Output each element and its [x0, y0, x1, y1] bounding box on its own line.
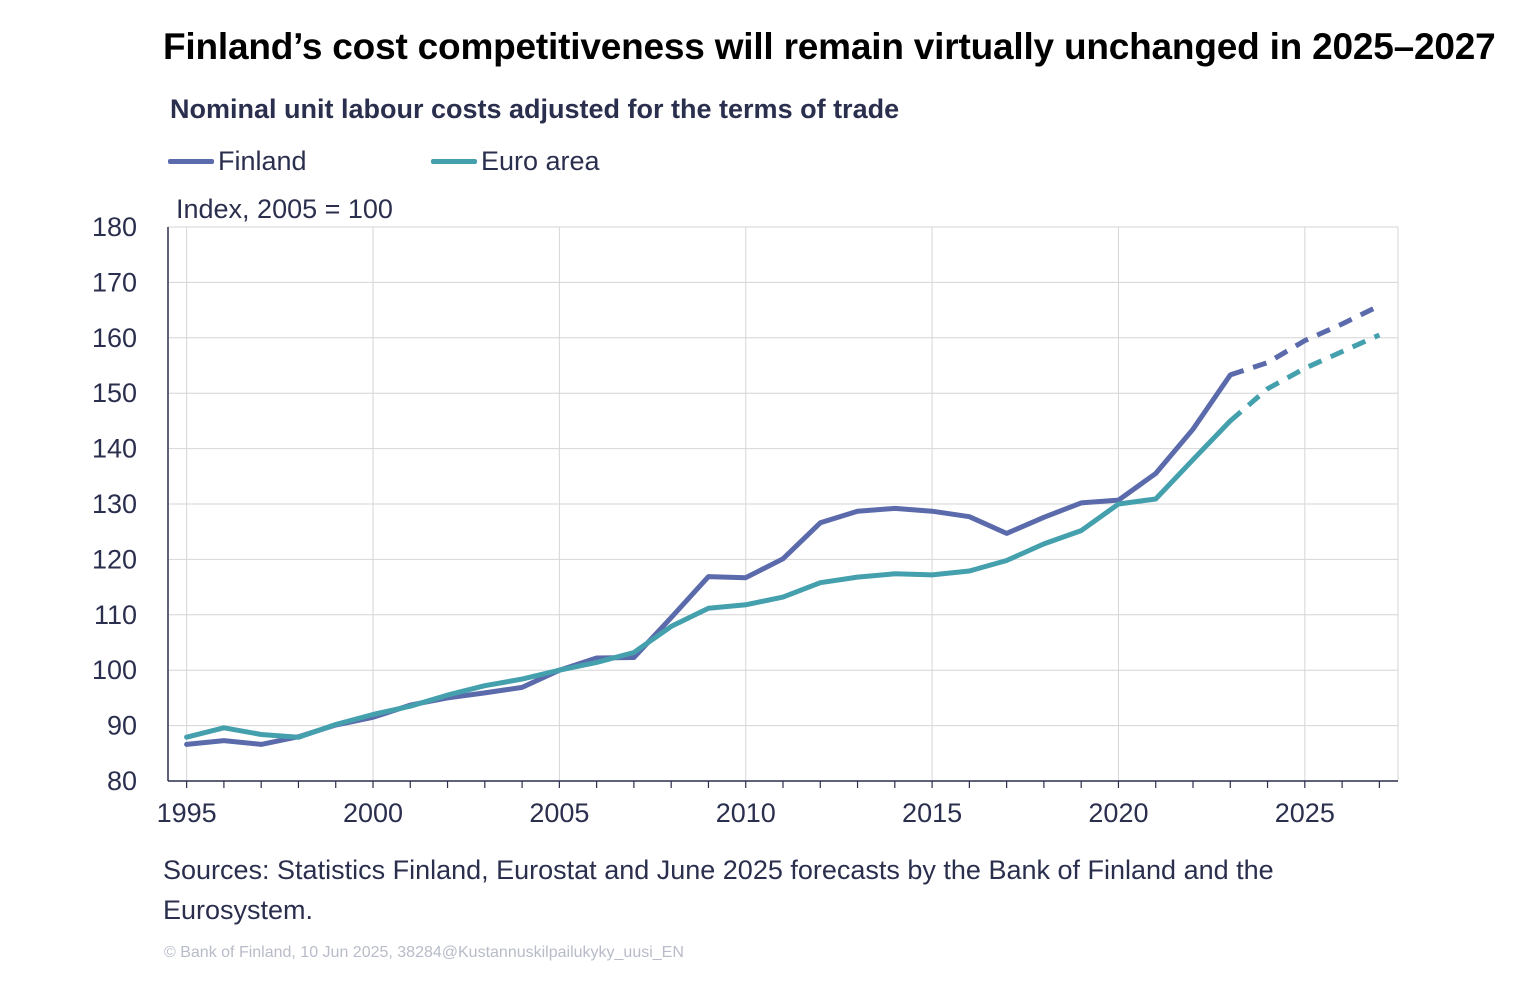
series-forecast-line-euro-area [1228, 332, 1381, 423]
legend-item-finland: Finland [168, 144, 307, 178]
x-tick-label: 2010 [716, 798, 776, 828]
y-axis-unit-label: Index, 2005 = 100 [176, 194, 393, 224]
series-line-euro-area [184, 418, 1233, 740]
y-tick-label: 90 [107, 711, 137, 741]
y-tick-label: 170 [92, 267, 137, 297]
x-tick-label: 2000 [343, 798, 403, 828]
legend-swatch-euro-area [431, 158, 477, 164]
chart-subtitle: Nominal unit labour costs adjusted for t… [170, 94, 900, 124]
y-tick-label: 160 [92, 323, 137, 353]
y-tick-label: 140 [92, 434, 137, 464]
y-tick-label: 80 [107, 766, 137, 796]
x-tick-label: 1995 [157, 798, 217, 828]
x-tick-label: 2005 [529, 798, 589, 828]
x-tick-label: 2015 [902, 798, 962, 828]
y-tick-label: 120 [92, 544, 137, 574]
copyright-note: © Bank of Finland, 10 Jun 2025, 38284@Ku… [164, 944, 684, 961]
legend-swatch-finland [168, 158, 214, 164]
x-tick-label: 2025 [1275, 798, 1335, 828]
y-tick-label: 110 [94, 600, 137, 630]
series-forecast-line-finland [1229, 303, 1381, 378]
y-tick-label: 150 [92, 378, 137, 408]
y-tick-label: 180 [92, 212, 137, 242]
sources-note: Sources: Statistics Finland, Eurostat an… [163, 855, 1274, 925]
x-tick-label: 2020 [1088, 798, 1148, 828]
chart-title: Finland’s cost competitiveness will rema… [163, 26, 1496, 67]
legend-item-euro-area: Euro area [431, 144, 600, 178]
legend-label-finland: Finland [218, 145, 307, 176]
legend-label-euro-area: Euro area [481, 145, 600, 176]
y-tick-label: 130 [92, 489, 137, 519]
y-tick-label: 100 [92, 655, 137, 685]
